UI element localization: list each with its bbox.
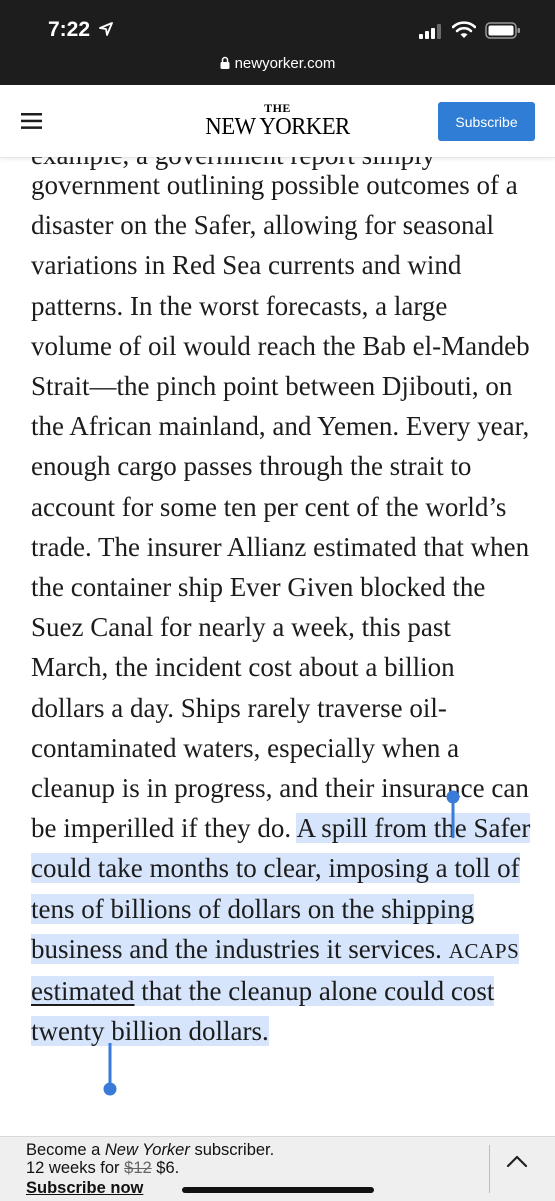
acronym: ACAPS <box>448 938 520 963</box>
hamburger-menu-icon[interactable] <box>21 112 43 130</box>
article-cut-line: example, a government report simply <box>31 157 531 175</box>
subscribe-now-link[interactable]: Subscribe now <box>26 1179 144 1197</box>
wifi-icon <box>452 21 476 38</box>
new-price: $6. <box>156 1159 180 1177</box>
selected-text-part1: A spill from the Safer could take months… <box>31 813 531 964</box>
banner-line1: Become a New Yorker subscriber. <box>26 1141 274 1160</box>
battery-icon <box>485 22 520 39</box>
logo-the: THE <box>264 101 291 115</box>
banner-line1-prefix: Become a <box>26 1141 105 1159</box>
status-bar: 7:22 newyorker.com <box>0 0 555 85</box>
selection-start-handle[interactable] <box>446 790 460 838</box>
banner-line1-suffix: subscriber. <box>189 1141 275 1159</box>
url-bar[interactable]: newyorker.com <box>0 55 555 72</box>
selection-end-handle[interactable] <box>103 1043 117 1097</box>
selected-text[interactable]: A spill from the Safer could take months… <box>31 813 531 1047</box>
article-body: government outlining possible outcomes o… <box>31 165 531 1051</box>
article-text: government outlining possible outcomes o… <box>31 170 530 844</box>
article-paragraph: government outlining possible outcomes o… <box>31 165 531 1051</box>
banner-divider <box>489 1145 490 1193</box>
subscribe-button[interactable]: Subscribe <box>438 102 535 141</box>
new-yorker-logo[interactable]: THE NEW YORKER <box>190 102 365 140</box>
banner-line1-italic: New Yorker <box>104 1141 190 1159</box>
banner-line2: 12 weeks for $12 $6. <box>26 1159 179 1178</box>
location-arrow-icon <box>99 22 113 36</box>
selected-text-part2: that the cleanup alone could cost twenty… <box>31 976 495 1047</box>
lock-icon <box>220 56 230 69</box>
clock: 7:22 <box>48 18 91 41</box>
banner-line2-prefix: 12 weeks for <box>26 1159 125 1177</box>
chevron-up-icon[interactable] <box>506 1154 528 1168</box>
url-text: newyorker.com <box>234 55 336 72</box>
estimated-link[interactable]: estimated <box>31 976 135 1007</box>
signal-icon <box>419 24 441 39</box>
home-indicator <box>182 1187 374 1193</box>
logo-name: NEW YORKER <box>205 114 350 140</box>
old-price: $12 <box>124 1159 152 1177</box>
